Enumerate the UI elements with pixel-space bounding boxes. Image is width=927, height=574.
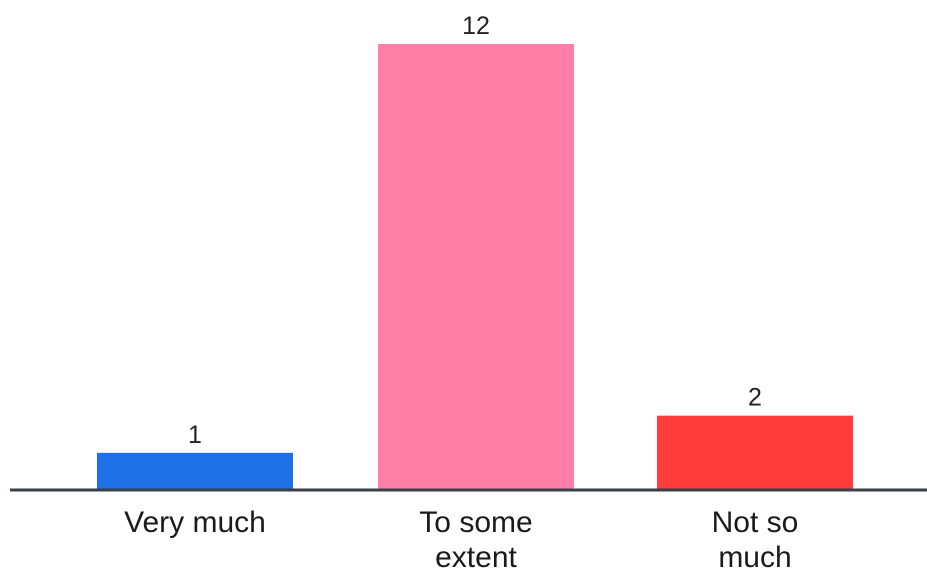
category-label-line: much bbox=[718, 541, 791, 574]
value-label-0: 1 bbox=[188, 421, 202, 449]
category-label-line: extent bbox=[435, 541, 517, 574]
value-label-2: 2 bbox=[748, 384, 762, 412]
bars-group bbox=[97, 44, 853, 490]
category-label-line: Very much bbox=[124, 506, 266, 539]
bar-0 bbox=[97, 452, 293, 490]
category-label-1: To some extent bbox=[419, 506, 532, 574]
category-label-0: Very much bbox=[124, 506, 266, 539]
category-label-line: Not so bbox=[712, 506, 799, 539]
category-label-2: Not so much bbox=[712, 506, 799, 574]
bar-1 bbox=[378, 44, 574, 490]
bar-2 bbox=[657, 415, 853, 490]
category-labels-group: Very much To some extent Not so much bbox=[124, 506, 798, 574]
category-label-line: To some bbox=[419, 506, 532, 539]
value-label-1: 12 bbox=[462, 12, 490, 40]
value-labels-group: 1 12 2 bbox=[188, 12, 762, 449]
